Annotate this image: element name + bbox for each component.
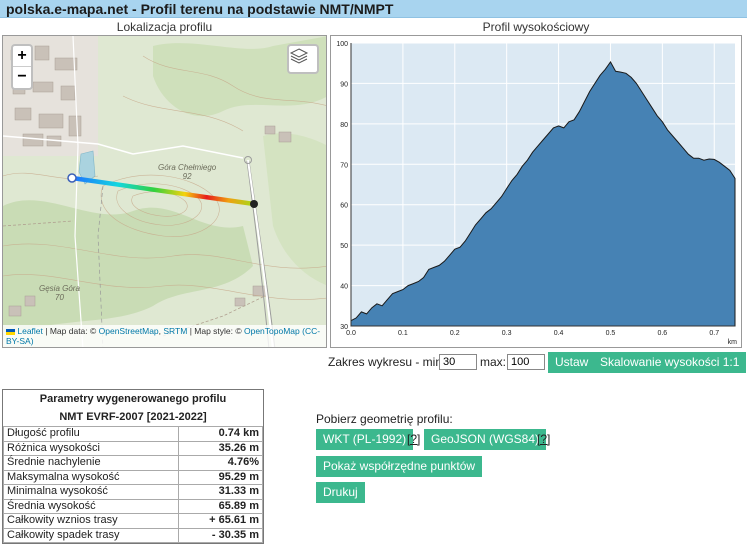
y-tick-label: 70 [340, 162, 348, 169]
params-title-1: Parametry wygenerowanego profilu [39, 393, 227, 405]
param-label: Średnie nachylenie [3, 455, 179, 471]
params-row: Całkowity wznios trasy + 65.61 m [3, 513, 263, 529]
place-label-1-height: 92 [182, 172, 192, 181]
place-label-2-height: 70 [55, 293, 64, 302]
profile-map[interactable]: Góra Chełmiego 92 Gęsia Góra 70 + − Leaf… [2, 35, 327, 348]
range-min-input[interactable] [439, 354, 477, 370]
param-label: Maksymalna wysokość [3, 469, 179, 485]
range-max-input[interactable] [507, 354, 545, 370]
srtm-link[interactable]: SRTM [163, 326, 188, 336]
param-value: 35.26 m [178, 440, 263, 456]
profile-start-marker[interactable] [67, 173, 77, 183]
param-label: Całkowity wznios trasy [3, 513, 179, 529]
x-tick-label: 0.1 [398, 330, 408, 337]
wkt-help-link[interactable]: [?] [407, 432, 421, 446]
range-min-label: Zakres wykresu - min: [328, 355, 446, 369]
range-max-label: max: [480, 355, 507, 369]
y-tick-label: 100 [336, 41, 348, 48]
opentopomap-link[interactable]: OpenTopoMap [243, 326, 300, 336]
map-panel-title: Lokalizacja profilu [116, 20, 213, 34]
profile-parameters-panel: Parametry wygenerowanego profilu NMT EVR… [2, 389, 264, 544]
zoom-in-button[interactable]: + [13, 46, 31, 67]
param-label: Całkowity spadek trasy [3, 527, 179, 543]
y-tick-label: 50 [340, 243, 348, 250]
param-label: Różnica wysokości [3, 440, 179, 456]
param-label: Średnia wysokość [3, 498, 179, 514]
page-header: polska.e-mapa.net - Profil terenu na pod… [0, 0, 747, 18]
params-table: Długość profilu 0.74 km Różnica wysokości 3… [3, 426, 263, 543]
param-value: 4.76% [178, 455, 263, 471]
zoom-control: + − [11, 44, 33, 90]
y-tick-label: 80 [340, 122, 348, 129]
attribution-text-2: , [158, 326, 164, 336]
site-name: polska.e-mapa.net - Profil terenu na pod… [6, 1, 393, 17]
x-tick-label: 0.2 [450, 330, 460, 337]
place-label-gora-chelmiego: Góra Chełmiego 92 [158, 163, 216, 181]
show-points-button[interactable]: Pokaż współrzędne punktów [316, 456, 483, 477]
attribution-text-3: | Map style: © [187, 326, 244, 336]
y-tick-label: 90 [340, 81, 348, 88]
profile-panel-title: Profil wysokościowy [482, 20, 590, 34]
map-attribution: Leaflet | Map data: © OpenStreetMap, SRT… [3, 325, 326, 347]
x-tick-label: 0.3 [502, 330, 512, 337]
params-row: Średnia wysokość 65.89 m [3, 498, 263, 514]
download-label: Pobierz geometrię profilu: [316, 412, 453, 426]
elevation-area-series[interactable] [350, 61, 736, 327]
ukraine-flag-icon [6, 328, 15, 335]
geojson-download-button[interactable]: GeoJSON (WGS84) [424, 429, 547, 450]
y-tick-label: 30 [340, 324, 348, 331]
apply-range-button[interactable]: Ustaw [548, 352, 596, 373]
param-value: 65.89 m [178, 498, 263, 514]
param-value: - 30.35 m [178, 527, 263, 543]
x-tick-label: 0.6 [657, 330, 667, 337]
x-axis-unit-label: km [728, 339, 738, 346]
print-button[interactable]: Drukuj [316, 482, 365, 503]
params-row: Minimalna wysokość 31.33 m [3, 484, 263, 500]
x-tick-label: 0.7 [709, 330, 719, 337]
param-value: 31.33 m [178, 484, 263, 500]
x-tick-label: 0.4 [554, 330, 564, 337]
attribution-text-1: | Map data: © [42, 326, 99, 336]
param-label: Minimalna wysokość [3, 484, 179, 500]
place-label-1-name: Góra Chełmiego [158, 163, 217, 172]
params-row: Długość profilu 0.74 km [3, 426, 263, 442]
profile-chart-svg[interactable]: 30 40 50 60 70 80 90 100 0.0 0.1 0.2 0.3 0.4 0.5 0.6 0.… [331, 36, 742, 348]
layers-button[interactable] [287, 44, 319, 74]
y-tick-label: 60 [340, 203, 348, 210]
params-row: Różnica wysokości 35.26 m [3, 440, 263, 456]
params-row: Średnie nachylenie 4.76% [3, 455, 263, 471]
place-label-gesia-gora: Gęsia Góra 70 [39, 284, 80, 302]
profile-end-marker[interactable] [250, 200, 258, 208]
leaflet-link[interactable]: Leaflet [17, 326, 43, 336]
params-row: Maksymalna wysokość 95.29 m [3, 469, 263, 485]
layers-icon [289, 48, 309, 64]
y-tick-label: 40 [340, 284, 348, 291]
page-subtitle: - Profil terenu na podstawie NMT/NMPT [128, 1, 394, 17]
elevation-profile-chart[interactable]: 30 40 50 60 70 80 90 100 0.0 0.1 0.2 0.3 0.4 0.5 0.6 0.… [330, 35, 742, 348]
zoom-out-button[interactable]: − [17, 68, 27, 85]
scale-1-1-button[interactable]: Skalowanie wysokości 1:1 [593, 352, 747, 373]
params-title-2: NMT EVRF-2007 [2021-2022] [59, 411, 207, 423]
license-link[interactable]: (CC-BY-SA) [6, 326, 321, 346]
params-row: Całkowity spadek trasy - 30.35 m [3, 527, 263, 543]
place-label-2-name: Gęsia Góra [39, 284, 80, 293]
chart-range-row: Zakres wykresu - min: max: Ustaw Skalowa… [326, 352, 747, 374]
site-title[interactable]: polska.e-mapa.net [6, 1, 129, 17]
x-tick-label: 0.5 [606, 330, 616, 337]
param-value: 95.29 m [178, 469, 263, 485]
param-value: 0.74 km [178, 426, 263, 442]
param-value: + 65.61 m [178, 513, 263, 529]
geojson-help-link[interactable]: [?] [537, 432, 551, 446]
osm-link[interactable]: OpenStreetMap [98, 326, 159, 336]
wkt-download-button[interactable]: WKT (PL-1992) [316, 429, 414, 450]
param-label: Długość profilu [3, 426, 179, 442]
x-tick-label: 0.0 [346, 330, 356, 337]
map-tiles[interactable] [3, 36, 327, 348]
profile-line[interactable] [69, 175, 257, 207]
